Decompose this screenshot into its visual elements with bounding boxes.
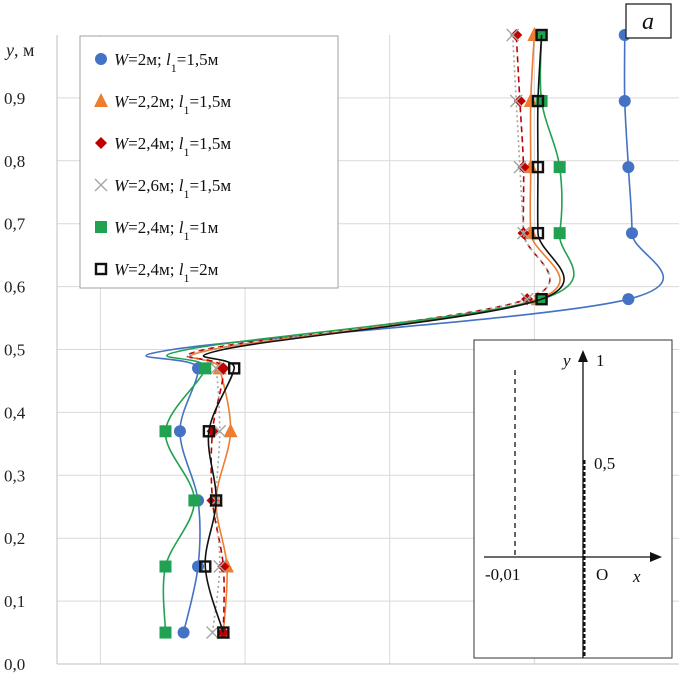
series-6 [199, 28, 565, 639]
inset-x-label: x [632, 567, 641, 586]
series-3 [185, 29, 551, 639]
inset-diagram: y 1 0,5 O x -0,01 [473, 339, 673, 659]
data-point [202, 425, 216, 438]
data-point [513, 95, 526, 108]
data-point [217, 560, 230, 573]
legend-item: W=2,6м; l1=1,5м [94, 176, 231, 201]
legend-label: W=2,6м; l1=1,5м [114, 176, 231, 201]
data-point [535, 28, 548, 42]
legend-marker [94, 93, 108, 107]
y-tick-label: 0,3 [4, 466, 25, 485]
data-point [173, 425, 186, 438]
inset-y-mid-tick: 0,5 [594, 454, 615, 473]
data-point [206, 626, 219, 640]
data-point [531, 94, 545, 108]
legend-label: W=2м; l1=1,5м [114, 50, 219, 75]
y-tick-label: 0,7 [4, 215, 26, 234]
data-point [159, 560, 172, 573]
legend-item: W=2,4м; l1=2м [94, 260, 219, 285]
legend-box [79, 35, 339, 289]
data-point [553, 161, 566, 174]
inset-y-label: y [561, 351, 571, 370]
data-point [523, 159, 538, 174]
legend-item: W=2,4м; l1=1м [95, 218, 219, 243]
panel-label-text: a [642, 9, 654, 35]
legend-item: W=2м; l1=1,5м [95, 50, 219, 75]
data-point [199, 560, 212, 573]
legend-marker [95, 137, 107, 149]
y-tick-label: 0,5 [4, 341, 25, 360]
data-point [188, 494, 201, 507]
legend-label: W=2,4м; l1=2м [114, 260, 219, 285]
legend-marker [94, 178, 108, 192]
legend: W=2м; l1=1,5м W=2,2м; l1=1,5м W=2,4м; l1=1… [79, 35, 339, 289]
legend-label: W=2,4м; l1=1м [114, 218, 219, 243]
y-tick-label: 0,8 [4, 152, 25, 171]
data-point [177, 626, 190, 639]
y-tick-label: 0,6 [4, 278, 25, 297]
data-point [531, 160, 545, 174]
data-point [223, 423, 238, 438]
data-point [531, 226, 545, 240]
y-tick-label: 0,1 [4, 592, 25, 611]
inset-origin-label: O [596, 565, 608, 584]
series-5 [159, 29, 575, 639]
y-tick-label: 0,9 [4, 89, 25, 108]
legend-marker [95, 53, 107, 65]
data-point [517, 226, 530, 240]
data-point [217, 362, 230, 375]
legend-item: W=2,4м; l1=1,5м [95, 134, 231, 159]
data-point [506, 28, 520, 42]
legend-marker [94, 262, 108, 276]
panel-label: a [625, 3, 672, 39]
data-point [217, 626, 230, 639]
y-tick-label: 0,2 [4, 529, 25, 548]
series-line [202, 34, 565, 633]
data-point [159, 425, 172, 438]
data-point [199, 362, 212, 375]
legend-marker [95, 221, 107, 233]
legend-item: W=2,2м; l1=1,5м [94, 92, 231, 117]
data-point [553, 227, 566, 240]
data-point [209, 361, 223, 375]
legend-label: W=2,4м; l1=1,5м [114, 134, 231, 159]
y-tick-label: 0,0 [4, 655, 25, 674]
data-point [535, 29, 548, 41]
data-point [618, 95, 631, 108]
inset-x-left-tick: -0,01 [485, 565, 520, 584]
data-point [622, 293, 635, 306]
data-point [513, 160, 527, 174]
data-point [213, 560, 227, 573]
inset-y-top-tick: 1 [596, 351, 605, 370]
y-axis-label: y, м [4, 40, 34, 60]
data-point [209, 494, 223, 507]
inset-frame [473, 339, 673, 659]
data-point [523, 93, 538, 108]
panel-label-frame [625, 3, 672, 39]
data-point [213, 424, 227, 438]
legend-label: W=2,2м; l1=1,5м [114, 92, 231, 117]
data-point [622, 161, 635, 174]
data-point [227, 362, 241, 375]
inset-y-arrow [578, 350, 588, 362]
data-point [159, 626, 172, 639]
y-tick-labels: 0,0 0,1 0,2 0,3 0,4 0,5 0,6 0,7 0,8 0,9 [4, 89, 26, 674]
data-point [509, 94, 523, 108]
data-point [625, 227, 638, 240]
data-point [535, 292, 548, 306]
series-group [145, 27, 665, 640]
data-point [523, 225, 538, 240]
inset-x-arrow [650, 552, 662, 562]
data-point [510, 29, 523, 41]
y-tick-label: 0,4 [4, 403, 26, 422]
